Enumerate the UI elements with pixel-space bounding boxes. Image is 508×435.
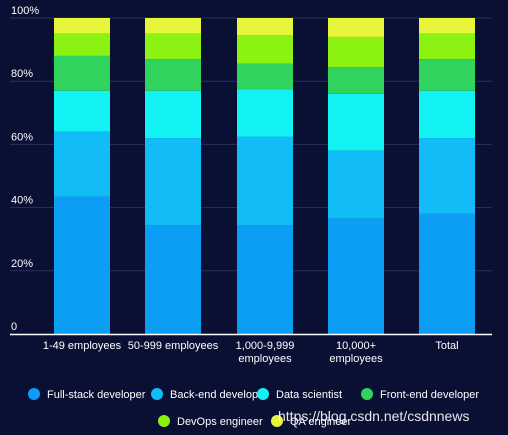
x-tick-label: 10,000+ employees (329, 340, 383, 365)
bar-segment (328, 36, 384, 67)
bar-segment (145, 18, 201, 34)
bar-segment (145, 33, 201, 60)
bar-segment (419, 90, 475, 139)
legend-swatch (361, 388, 373, 400)
bar-segment (328, 18, 384, 37)
legend-label: QA engineer (290, 416, 351, 428)
bar-segment (145, 224, 201, 334)
legend-label: Back-end developer (170, 389, 268, 401)
bar-segment (54, 196, 110, 334)
bar-segment (54, 90, 110, 132)
legend-label: DevOps engineer (177, 416, 263, 428)
bar-segment (419, 213, 475, 334)
bars (54, 18, 475, 334)
y-tick-label: 20% (11, 258, 33, 270)
bar-segment (328, 66, 384, 94)
bar-segment (237, 63, 293, 90)
legend-swatch (28, 388, 40, 400)
bar-segment (54, 131, 110, 197)
legend-swatch (151, 388, 163, 400)
bar-segment (419, 18, 475, 34)
legend-item: Data scientist (257, 388, 342, 401)
legend-label: Data scientist (276, 389, 342, 401)
legend-item: Back-end developer (151, 388, 268, 401)
x-tick-label: 50-999 employees (128, 340, 219, 352)
bar-stack (237, 18, 293, 334)
y-tick-label: 60% (11, 131, 33, 143)
legend-swatch (271, 415, 283, 427)
bar-segment (328, 93, 384, 151)
legend-item: Front-end developer (361, 388, 479, 401)
x-axis: 1-49 employees 50-999 employees 1,000-9,99… (10, 333, 492, 365)
legend-item: QA engineer (271, 415, 351, 428)
x-tick-label: 1,000-9,999 employees (236, 340, 295, 365)
bar-segment (328, 218, 384, 334)
legend-swatch (257, 388, 269, 400)
bar-segment (145, 138, 201, 225)
bar-segment (237, 136, 293, 225)
bar-stack (145, 18, 201, 334)
bar-segment (54, 18, 110, 34)
bar-segment (54, 55, 110, 91)
bar-segment (145, 90, 201, 139)
x-tick-label: Total (435, 340, 458, 352)
legend-item: Full-stack developer (28, 388, 146, 401)
bar-stack (328, 18, 384, 334)
y-tick-label: 0 (11, 321, 17, 333)
bar-segment (54, 33, 110, 56)
watermark-text: https://blog.csdn.net/csdnnews (278, 408, 470, 424)
bar-segment (237, 35, 293, 64)
y-axis-tick-labels: 0 20% 40% 60% 80% 100% (11, 5, 39, 333)
bar-segment (419, 33, 475, 60)
y-tick-label: 100% (11, 5, 39, 17)
x-tick-label: 1-49 employees (43, 340, 122, 352)
legend-item: DevOps engineer (158, 415, 263, 428)
legend-swatch (158, 415, 170, 427)
bar-segment (237, 89, 293, 137)
y-tick-label: 40% (11, 195, 33, 207)
bar-segment (237, 224, 293, 334)
bar-stack (419, 18, 475, 334)
bar-segment (237, 18, 293, 36)
legend: Full-stack developer Back-end developer Da… (28, 388, 479, 428)
legend-label: Full-stack developer (47, 389, 146, 401)
bar-segment (328, 150, 384, 219)
y-tick-label: 80% (11, 68, 33, 80)
legend-label: Front-end developer (380, 389, 479, 401)
bar-segment (419, 138, 475, 214)
bar-stack (54, 18, 110, 334)
bar-segment (145, 59, 201, 91)
bar-segment (419, 59, 475, 91)
